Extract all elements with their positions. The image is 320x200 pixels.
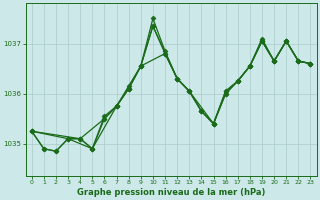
X-axis label: Graphe pression niveau de la mer (hPa): Graphe pression niveau de la mer (hPa) [77,188,265,197]
